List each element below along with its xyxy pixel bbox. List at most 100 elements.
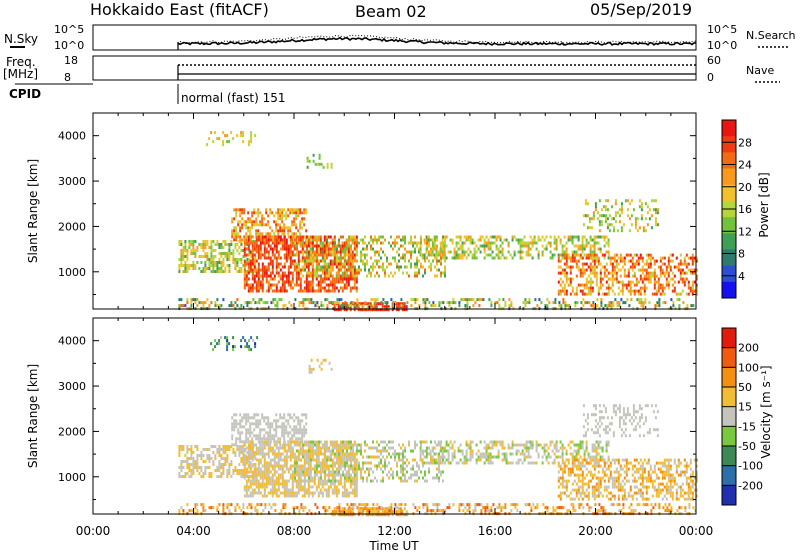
heatmap-cell (351, 253, 354, 257)
heatmap-cell (333, 262, 336, 266)
heatmap-cell (469, 241, 472, 245)
heatmap-cell (535, 241, 538, 245)
heatmap-cell (620, 211, 623, 215)
heatmap-cell (641, 277, 644, 281)
heatmap-cell (569, 256, 572, 260)
heatmap-cell (329, 473, 332, 477)
heatmap-cell (647, 265, 650, 269)
heatmap-cell (677, 262, 680, 266)
heatmap-cell (426, 244, 428, 248)
heatmap-cell (596, 211, 599, 215)
heatmap-cell (243, 425, 246, 429)
heatmap-cell (437, 455, 440, 459)
colorbar-tick-label: 8 (738, 248, 745, 261)
heatmap-cell (334, 464, 336, 468)
heatmap-cell (318, 250, 320, 254)
heatmap-cell (559, 238, 562, 242)
heatmap-cell (654, 208, 657, 212)
heatmap-cell (563, 244, 566, 248)
heatmap-cell (349, 277, 352, 281)
heatmap-cell (457, 256, 460, 260)
heatmap-cell (243, 259, 246, 263)
heatmap-cell (281, 280, 284, 284)
heatmap-cell (324, 470, 326, 474)
heatmap-cell (341, 455, 344, 459)
heatmap-cell (586, 226, 589, 230)
heatmap-cell (239, 208, 242, 212)
heatmap-cell (465, 452, 468, 456)
heatmap-cell (561, 256, 564, 260)
heatmap-cell (642, 301, 645, 305)
heatmap-cell (416, 259, 418, 263)
heatmap-cell (402, 235, 404, 239)
heatmap-cell (378, 250, 380, 254)
heatmap-cell (356, 253, 358, 257)
heatmap-cell (283, 265, 286, 269)
heatmap-cell (631, 262, 634, 266)
heatmap-cell (380, 247, 382, 251)
heatmap-cell (218, 448, 221, 451)
heatmap-cell (531, 244, 534, 248)
heatmap-cell (611, 289, 614, 293)
heatmap-cell (265, 247, 268, 251)
heatmap-cell (601, 277, 604, 281)
heatmap-cell (380, 235, 382, 239)
heatmap-cell (337, 467, 340, 471)
heatmap-cell (257, 229, 260, 233)
heatmap-cell (364, 265, 366, 269)
heatmap-cell (329, 271, 332, 275)
heatmap-cell (325, 283, 328, 287)
heatmap-cell (255, 232, 258, 236)
heatmap-cell (348, 473, 350, 477)
heatmap-cell (342, 473, 344, 477)
heatmap-cell (525, 250, 528, 254)
heatmap-cell (287, 277, 290, 281)
heatmap-cell (196, 466, 199, 469)
heatmap-cell (328, 449, 330, 453)
heatmap-cell (283, 244, 286, 248)
heatmap-cell (402, 271, 404, 275)
heatmap-cell (611, 262, 614, 266)
heatmap-cell (350, 301, 353, 305)
heatmap-cell (247, 449, 250, 453)
heatmap-cell (283, 232, 286, 236)
heatmap-cell (386, 301, 389, 305)
heatmap-cell (279, 229, 282, 233)
heatmap-cell (251, 491, 254, 495)
heatmap-cell (593, 271, 596, 275)
heatmap-cell (611, 280, 614, 284)
heatmap-cell (277, 464, 280, 468)
heatmap-cell (597, 247, 600, 251)
heatmap-cell (259, 283, 262, 287)
heatmap-cell (428, 446, 430, 450)
heatmap-cell (667, 274, 670, 278)
heatmap-cell (277, 476, 280, 480)
heatmap-cell (249, 461, 252, 465)
heatmap-cell (382, 479, 384, 483)
heatmap-cell (432, 241, 434, 245)
heatmap-cell (603, 238, 606, 242)
heatmap-cell (356, 449, 358, 453)
heatmap-cell (239, 434, 242, 438)
heatmap-cell (315, 283, 318, 287)
heatmap-cell (289, 271, 292, 275)
heatmap-cell (331, 262, 334, 266)
heatmap-cell (279, 247, 282, 251)
heatmap-cell (249, 229, 252, 233)
heatmap-cell (245, 479, 248, 483)
heatmap-cell (255, 476, 258, 480)
heatmap-cell (297, 259, 300, 263)
heatmap-cell (352, 274, 354, 278)
heatmap-cell (603, 235, 606, 239)
heatmap-cell (390, 467, 392, 471)
heatmap-cell (308, 301, 311, 305)
heatmap-cell (251, 470, 254, 474)
heatmap-cell (343, 277, 346, 281)
heatmap-cell (573, 292, 576, 296)
heatmap-cell (303, 241, 306, 245)
heatmap-cell (455, 250, 458, 254)
heatmap-cell (404, 473, 406, 477)
heatmap-cell (206, 252, 209, 255)
heatmap-cell (416, 464, 418, 468)
heatmap-cell (350, 244, 352, 248)
